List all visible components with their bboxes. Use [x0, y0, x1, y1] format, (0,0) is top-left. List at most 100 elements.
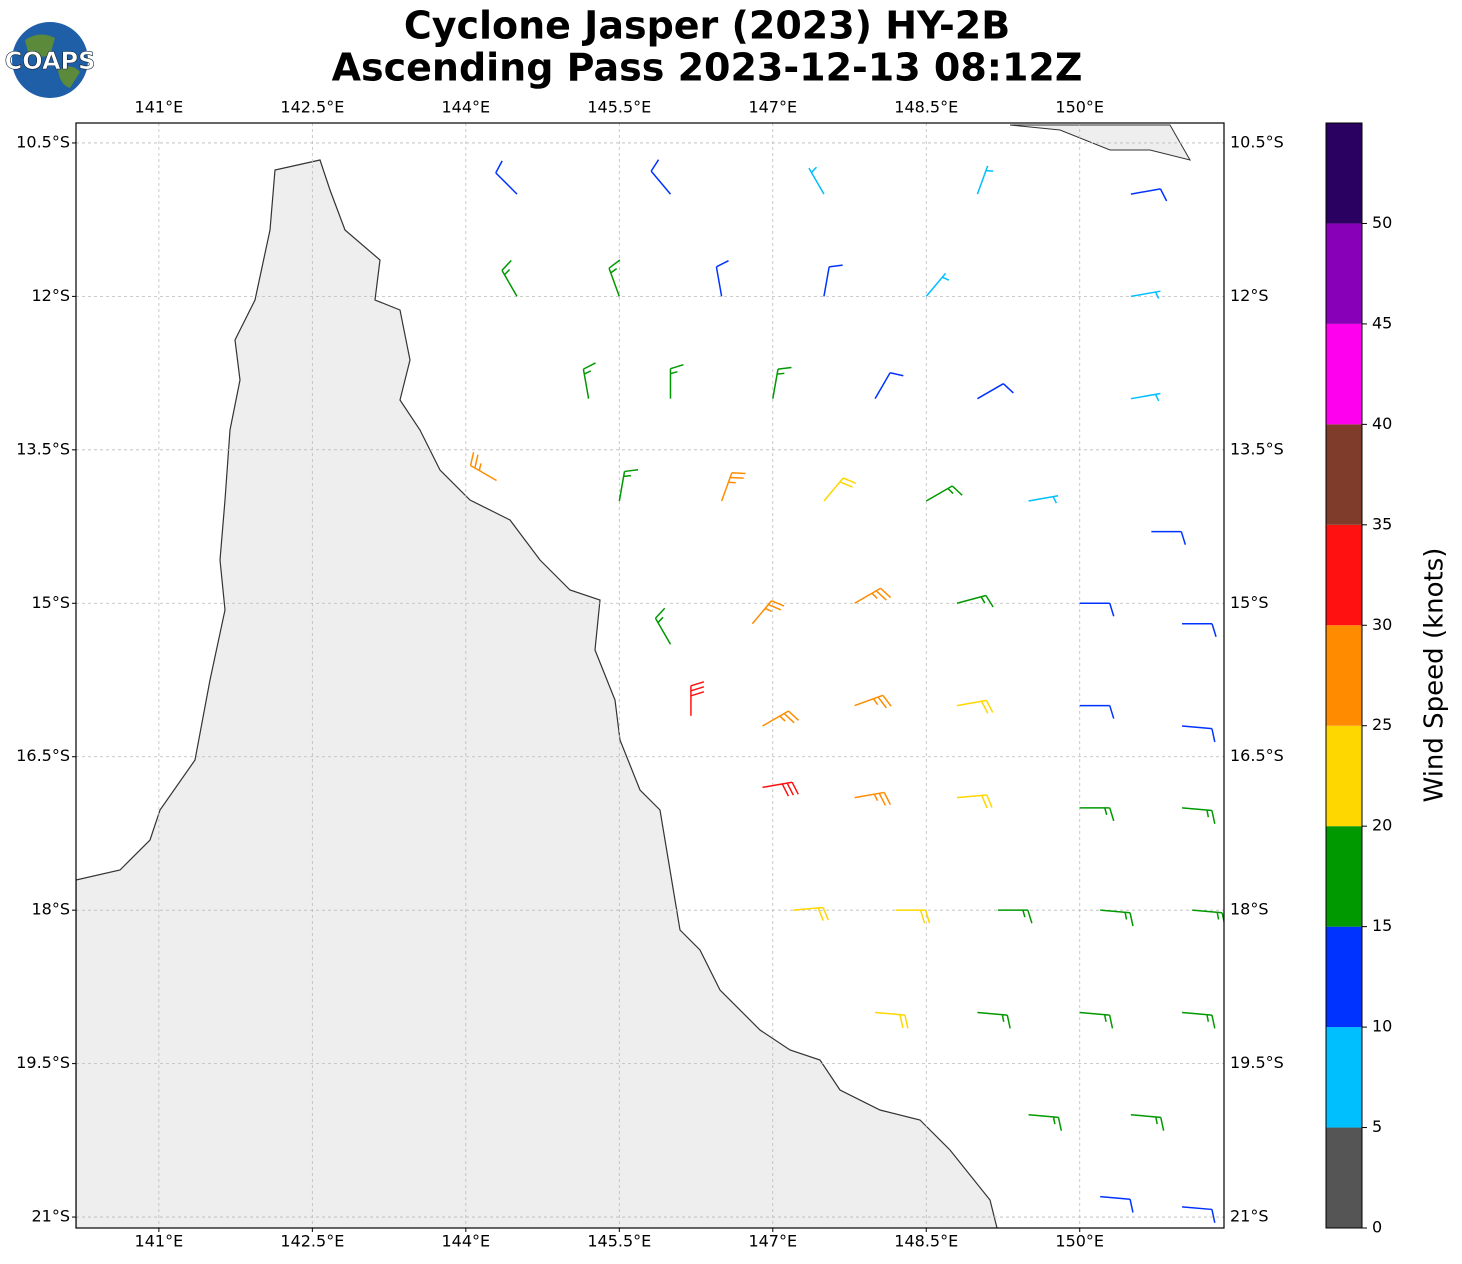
y-tick-label: 13.5°S	[16, 439, 70, 458]
wind-barb	[977, 1011, 1011, 1029]
wind-barb	[1028, 495, 1059, 504]
colorbar: 0 5 10 15 20 25 30 35 40 45 50	[1325, 122, 1392, 1237]
colorbar-bin	[1326, 323, 1362, 425]
wind-barb	[1130, 290, 1161, 299]
wind-barb	[925, 272, 950, 297]
y-tick-label: 12°S	[31, 286, 70, 305]
wind-barb	[895, 909, 931, 924]
wind-barb	[1028, 1114, 1063, 1131]
wind-barb	[762, 710, 800, 727]
x-tick-label: 148.5°E	[894, 1232, 958, 1251]
wind-barb	[650, 159, 672, 195]
wind-barb	[854, 791, 892, 806]
wind-barb	[1151, 530, 1187, 545]
wind-barb	[925, 485, 963, 502]
colorbar-bin	[1326, 725, 1362, 827]
colorbar-tick-label: 50	[1372, 213, 1392, 232]
wind-barb	[715, 259, 729, 297]
y-tick-label: 16.5°S	[16, 746, 70, 765]
x-tick-label: 142.5°E	[280, 98, 344, 117]
colorbar-tick-label: 40	[1372, 414, 1392, 433]
y-tick-label: 10.5°S	[1230, 132, 1284, 151]
y-tick-label: 15°S	[31, 593, 70, 612]
wind-barb	[1181, 1011, 1216, 1029]
wind-barb	[762, 781, 799, 797]
barb-field	[469, 159, 1224, 1223]
grid	[76, 123, 1224, 1228]
colorbar-tick-label: 30	[1372, 615, 1392, 634]
wind-barb	[618, 469, 639, 502]
wind-barb	[823, 264, 843, 297]
chart-subtitle: Ascending Pass 2023-12-13 08:12Z	[332, 46, 1083, 90]
wind-barb	[854, 587, 892, 604]
colorbar-tick-label: 45	[1372, 313, 1392, 332]
wind-barb	[1130, 188, 1168, 202]
wind-barb	[1100, 909, 1134, 927]
y-tick-label: 18°S	[31, 900, 70, 919]
colorbar-tick-label: 20	[1372, 816, 1392, 835]
wind-barb	[854, 694, 892, 709]
wind-barb	[997, 909, 1033, 924]
colorbar-bin	[1326, 223, 1362, 324]
y-tick-label: 13.5°S	[1230, 439, 1284, 458]
wind-barb	[495, 160, 518, 195]
wind-barb	[654, 607, 672, 645]
x-tick-label: 147°E	[748, 1232, 797, 1251]
x-tick-label: 150°E	[1055, 98, 1104, 117]
x-tick-label: 144°E	[442, 98, 491, 117]
y-tick-label: 18°S	[1230, 900, 1269, 919]
wind-barb	[1079, 1011, 1114, 1029]
y-tick-label: 21°S	[1230, 1207, 1269, 1226]
wind-barb	[1100, 1195, 1134, 1213]
wind-barb	[1181, 807, 1216, 824]
wind-barb	[808, 166, 825, 195]
wind-barb	[956, 699, 994, 714]
colorbar-frame	[1325, 122, 1363, 1229]
colorbar-bin	[1326, 625, 1362, 726]
y-tick-label: 21°S	[31, 1207, 70, 1226]
colorbar-bin	[1326, 1027, 1362, 1128]
colorbar-bin	[1326, 826, 1362, 927]
x-tick-label: 141°E	[135, 98, 184, 117]
wind-barb	[690, 681, 705, 716]
wind-barb	[582, 362, 596, 399]
wind-barb	[956, 794, 993, 809]
map-area	[76, 123, 1224, 1228]
y-tick-label: 16.5°S	[1230, 746, 1284, 765]
wind-barb	[874, 371, 904, 400]
wind-barb	[720, 472, 746, 502]
x-tick-label: 145.5°E	[587, 98, 651, 117]
wind-barb	[1130, 1114, 1165, 1131]
wind-barb	[875, 1011, 909, 1029]
y-tick-label: 19.5°S	[16, 1053, 70, 1072]
colorbar-bin	[1326, 524, 1362, 626]
y-tick-label: 12°S	[1230, 286, 1269, 305]
wind-barb	[1181, 725, 1216, 743]
wind-barb	[501, 259, 518, 297]
colorbar-bin	[1326, 424, 1362, 525]
logo: COAPS	[4, 22, 96, 98]
colorbar-tick-label: 0	[1372, 1218, 1382, 1237]
wind-barb	[956, 594, 994, 608]
wind-barb	[608, 259, 621, 297]
wind-barb	[976, 165, 994, 195]
x-tick-label: 144°E	[442, 1232, 491, 1251]
x-tick-label: 141°E	[135, 1232, 184, 1251]
colorbar-tick-label: 25	[1372, 715, 1392, 734]
colorbar-bin	[1326, 123, 1362, 224]
x-tick-label: 148.5°E	[894, 98, 958, 117]
wind-barb	[1079, 602, 1115, 617]
wind-barb	[793, 906, 829, 921]
colorbar-tick-label: 5	[1372, 1117, 1382, 1136]
x-tick-label: 147°E	[748, 98, 797, 117]
wind-barb	[772, 366, 792, 399]
colorbar-label: Wind Speed (knots)	[1420, 548, 1450, 803]
island	[1009, 124, 1192, 161]
colorbar-tick-label: 15	[1372, 916, 1392, 935]
colorbar-bin	[1326, 926, 1362, 1028]
wind-barb	[823, 477, 857, 502]
chart-title: Cyclone Jasper (2023) HY-2B	[404, 4, 1010, 48]
wind-barb	[1079, 704, 1115, 719]
y-tick-label: 10.5°S	[16, 132, 70, 151]
